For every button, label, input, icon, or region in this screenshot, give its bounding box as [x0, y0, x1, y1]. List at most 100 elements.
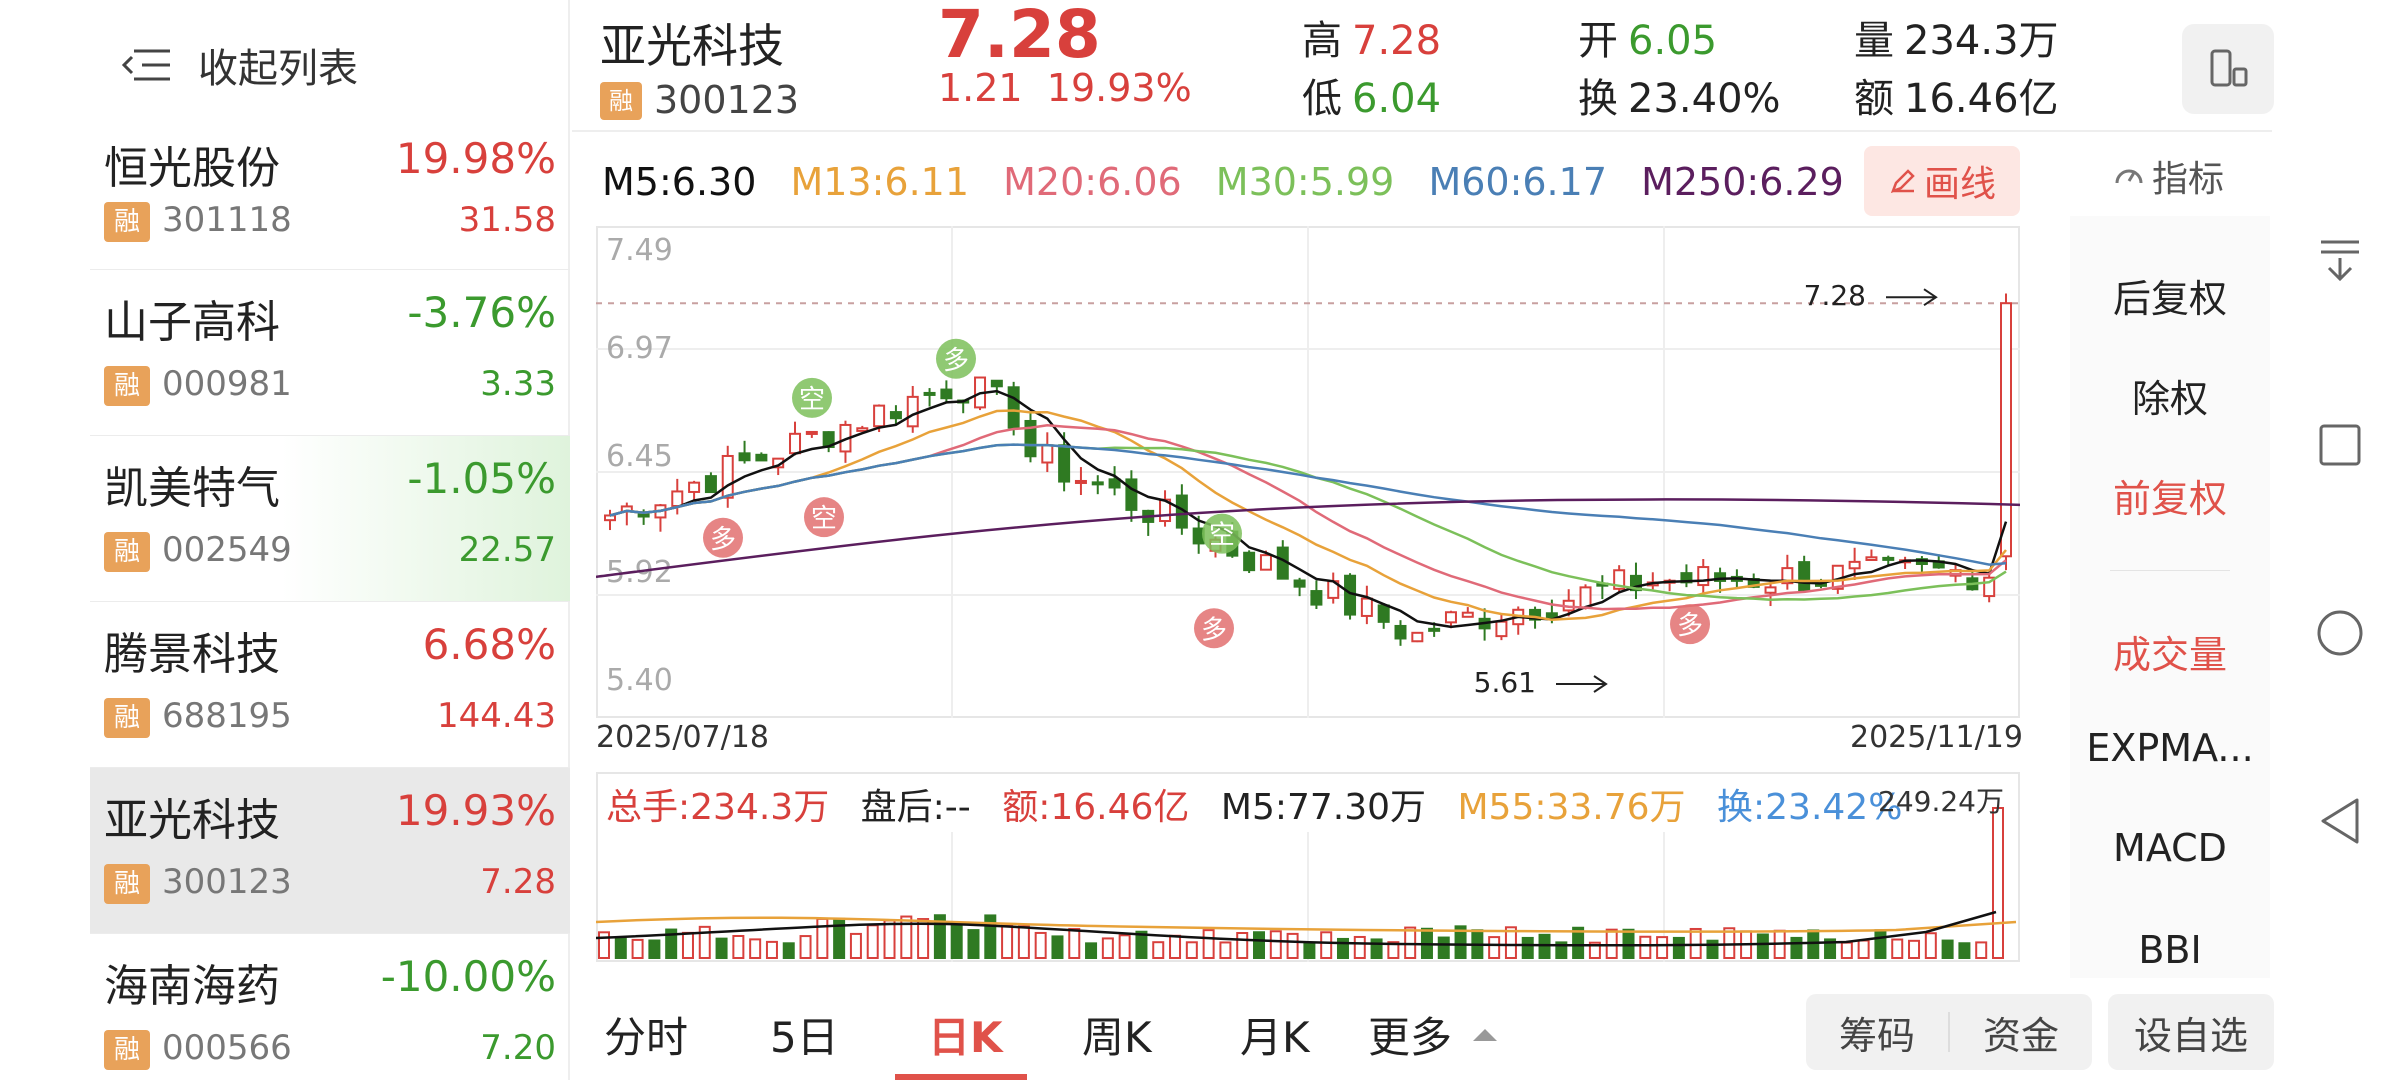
draw-line-button[interactable]: 画线 [1864, 146, 2020, 216]
stock-list-item[interactable]: 亚光科技 19.93% 融 300123 7.28 [90, 768, 570, 934]
add-watchlist-button[interactable]: 设自选 [2108, 994, 2274, 1070]
volume-bar [1370, 938, 1383, 959]
stock-list-item[interactable]: 恒光股份 19.98% 融 301118 31.58 [90, 124, 570, 270]
stock-list-item[interactable]: 凯美特气 -1.05% 融 002549 22.57 [90, 436, 570, 602]
trade-signal-marker[interactable]: 多 [936, 338, 976, 379]
volume-indicator-option[interactable]: 成交量 [2112, 633, 2227, 677]
svg-text:空: 空 [811, 504, 837, 534]
volume-bar [1404, 926, 1417, 959]
candle-body [1007, 386, 1020, 429]
candle-body [1579, 586, 1592, 609]
volume-bar [1202, 929, 1215, 960]
volume-bar [1857, 939, 1870, 960]
trade-signal-marker[interactable]: 多 [703, 517, 743, 558]
recent-apps-icon[interactable] [2300, 410, 2380, 480]
candle-body [738, 452, 751, 462]
vol-m55: M55:33.76万 [1457, 787, 1686, 828]
funds-button[interactable]: 资金 [1982, 1013, 2059, 1058]
stock-name: 恒光股份 [104, 143, 280, 194]
adjust-forward-option[interactable]: 前复权 [2112, 477, 2227, 521]
candle-body [1411, 631, 1424, 643]
tab-daily-k[interactable]: 日K [928, 1013, 1003, 1062]
volume-bar [1219, 941, 1232, 960]
y-tick-label: 6.45 [606, 439, 673, 474]
volume-bar [1672, 936, 1685, 959]
notification-pull-icon[interactable] [2300, 226, 2380, 296]
tab-weekly-k[interactable]: 周K [1082, 1013, 1152, 1062]
tab-more[interactable]: 更多 [1368, 1004, 1500, 1065]
candle-body [1629, 574, 1642, 592]
ma250-line [596, 498, 2020, 579]
change-value: 1.21 [938, 66, 1023, 110]
candle-body [1360, 597, 1373, 617]
trade-signal-marker[interactable]: 多 [1670, 604, 1710, 645]
home-icon[interactable] [2300, 598, 2380, 668]
collapse-list-button[interactable]: 收起列表 [120, 30, 358, 100]
volume-chart[interactable] [596, 772, 2020, 962]
candle-body [1697, 566, 1710, 587]
volume-bar [1320, 931, 1333, 959]
volume-bar [1689, 927, 1702, 959]
adjust-backward-option[interactable]: 后复权 [2112, 277, 2227, 321]
volume-bar [1118, 934, 1131, 960]
indicator-button[interactable]: 指标 [2112, 150, 2224, 202]
stock-name: 亚光科技 [104, 795, 280, 846]
open-price: 开 6.05 [1578, 18, 1718, 64]
stock-list-item[interactable]: 海南海药 -10.00% 融 000566 7.20 [90, 934, 570, 1080]
tab-monthly-k[interactable]: 月K [1240, 1013, 1310, 1062]
volume-bar [917, 918, 930, 960]
volume-bar [866, 924, 879, 959]
stock-price: 31.58 [458, 200, 556, 240]
volume-bar [782, 942, 795, 959]
ex-rights-option[interactable]: 除权 [2131, 377, 2208, 421]
candle-body [1074, 479, 1087, 484]
stock-code: 000566 [162, 1028, 292, 1068]
expma-indicator-option[interactable]: EXPMA... [2086, 726, 2254, 770]
ma-line [609, 389, 2008, 629]
back-icon[interactable] [2300, 786, 2380, 856]
trade-signal-marker[interactable]: 空 [804, 497, 844, 538]
candle-body [1764, 586, 1777, 594]
candle-body [1882, 556, 1895, 561]
stock-list-panel: 收起列表 恒光股份 19.98% 融 301118 31.58 山子高科 -3.76% 融 00… [90, 0, 570, 1080]
candle-body [923, 391, 936, 396]
volume-bar [1992, 807, 2004, 959]
trade-signal-marker[interactable]: 空 [1202, 513, 1242, 554]
tab-intraday[interactable]: 分时 [604, 1013, 689, 1062]
candle-body [1058, 444, 1071, 483]
stock-price: 22.57 [458, 530, 556, 570]
y-tick-label: 5.40 [606, 663, 673, 698]
trade-signal-marker[interactable]: 多 [1194, 608, 1234, 649]
svg-text:多: 多 [1677, 611, 1703, 641]
stock-list-item[interactable]: 腾景科技 6.68% 融 688195 144.43 [90, 602, 570, 768]
min-arrow-icon [1556, 675, 1608, 693]
stock-change-pct: -10.00% [380, 952, 556, 1001]
volume-bar [1975, 941, 1988, 960]
volume-bar [1169, 934, 1182, 959]
volume-info-row: 总手:234.3万 盘后:-- 额:16.46亿 M5:77.30万 M55:3… [606, 778, 1922, 830]
landscape-toggle-button[interactable] [2182, 24, 2274, 114]
vol-m5: M5:77.30万 [1220, 787, 1427, 828]
macd-indicator-option[interactable]: MACD [2113, 826, 2227, 870]
volume-bar [1085, 942, 1098, 959]
active-tab-indicator [895, 1074, 1027, 1080]
volume-bar [1639, 935, 1652, 959]
bbi-indicator-option[interactable]: BBI [2138, 928, 2202, 972]
volume-bar [1336, 937, 1349, 959]
stock-name: 凯美特气 [104, 463, 280, 514]
trade-signal-marker[interactable]: 空 [792, 377, 832, 418]
tab-5day[interactable]: 5日 [770, 1013, 839, 1062]
candle-body [1125, 478, 1138, 511]
candle-body [688, 481, 701, 493]
chips-button[interactable]: 筹码 [1838, 1013, 1915, 1058]
candle-body [856, 427, 869, 432]
volume-bar [1068, 927, 1081, 960]
candle-body [940, 388, 953, 400]
margin-tag: 融 [104, 698, 150, 738]
volume-bar [648, 939, 661, 960]
stock-list-item[interactable]: 山子高科 -3.76% 融 000981 3.33 [90, 270, 570, 436]
volume-bar [1538, 933, 1551, 960]
stock-code: 301118 [162, 200, 292, 240]
candle-body [1865, 556, 1878, 561]
